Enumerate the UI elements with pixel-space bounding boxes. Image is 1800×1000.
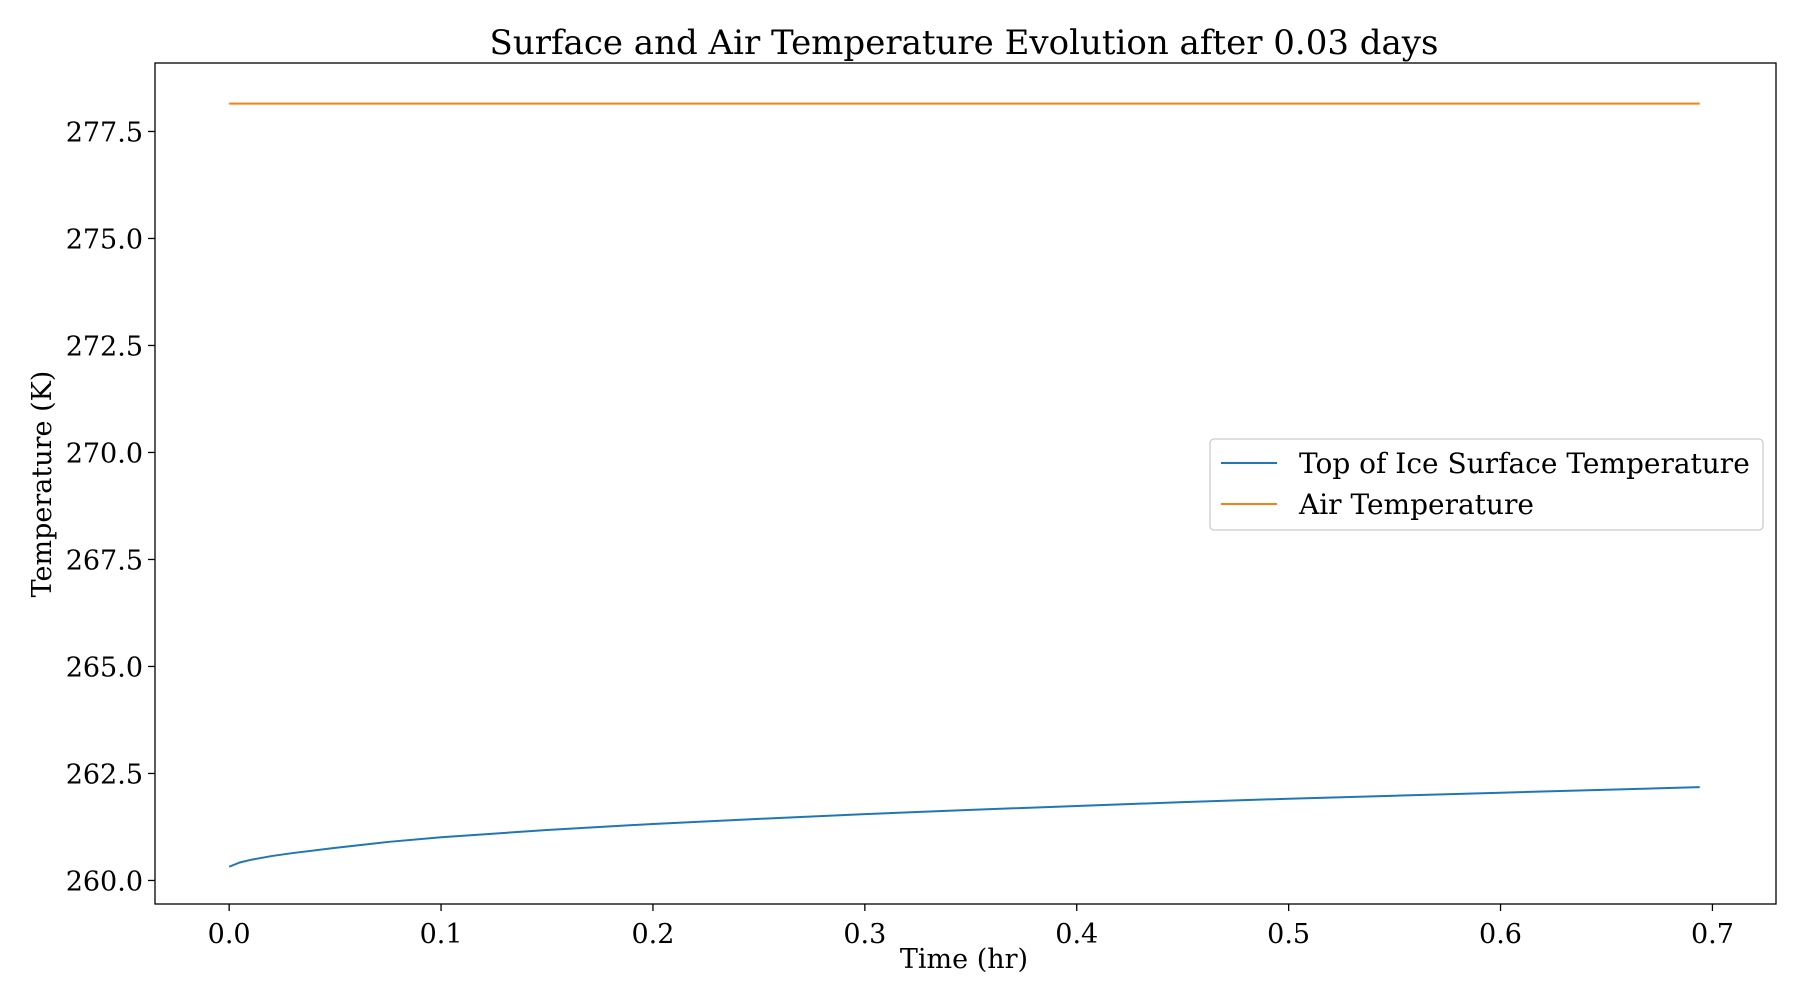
plot-frame: [154, 62, 1777, 905]
y-tick-label: 275.0: [66, 224, 143, 255]
y-axis-label: Temperature (K): [27, 371, 58, 598]
y-tick-label: 277.5: [66, 117, 143, 148]
x-axis-label: Time (hr): [900, 944, 1028, 975]
y-tick-label: 265.0: [66, 652, 143, 683]
x-tick-label: 0.1: [420, 919, 463, 950]
y-tick-label: 262.5: [66, 759, 143, 790]
x-tick-label: 0.4: [1055, 919, 1098, 950]
axes: 0.0 0.1 0.2 0.3 0.4 0.5 0.6 0.7 260.0 262.5 265.0 2…: [66, 62, 1777, 950]
y-tick-label: 260.0: [66, 866, 143, 897]
x-tick-label: 0.5: [1267, 919, 1310, 950]
series-line-1: [228, 786, 1700, 868]
x-tick-label: 0.6: [1479, 919, 1522, 950]
x-tick-label: 0.7: [1691, 919, 1734, 950]
legend-label-2: Air Temperature: [1298, 488, 1534, 521]
x-tick-label: 0.3: [843, 919, 886, 950]
y-tick-label: 272.5: [66, 331, 143, 362]
x-tick-label: 0.2: [631, 919, 674, 950]
x-tick-label: 0.0: [208, 919, 251, 950]
legend-box: [1209, 438, 1764, 531]
plot-area: [228, 102, 1700, 868]
legend: Top of Ice Surface Temperature Air Temper…: [1209, 438, 1764, 531]
y-tick-label: 270.0: [66, 438, 143, 469]
y-tick-label: 267.5: [66, 545, 143, 576]
legend-label-1: Top of Ice Surface Temperature: [1299, 447, 1750, 480]
chart-title: Surface and Air Temperature Evolution af…: [490, 23, 1439, 63]
